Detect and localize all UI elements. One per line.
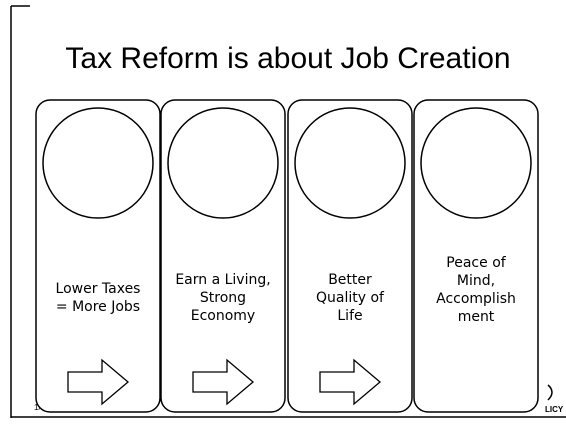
panel-text: Mind, (457, 273, 495, 289)
slide-title: Tax Reform is about Job Creation (65, 42, 510, 75)
panel-text: Peace of (446, 255, 506, 271)
panel-text: Earn a Living, (175, 272, 270, 288)
panel-circle (420, 107, 532, 219)
panel-text: Strong (200, 290, 246, 306)
panel-text: Life (337, 308, 362, 324)
panel-circle (42, 107, 154, 219)
panel-text: Lower Taxes (56, 281, 141, 297)
arrow-icon (319, 358, 382, 406)
panel-text: = More Jobs (56, 299, 140, 315)
panel-text: Better (328, 272, 372, 288)
panel-text: Economy (191, 308, 255, 324)
arrow-icon (192, 358, 255, 406)
panel-text: Quality of (316, 290, 385, 306)
arrow-icon (67, 358, 130, 406)
panel-text: ment (458, 309, 495, 325)
panel-circle (294, 107, 406, 219)
panel-text: Accomplish (436, 291, 516, 307)
logo-text: LICY (545, 405, 564, 414)
logo-mark (547, 384, 553, 401)
panel-circle (167, 107, 279, 219)
panels: Lower Taxes = More Jobs Earn a Living, Stro… (35, 99, 539, 413)
